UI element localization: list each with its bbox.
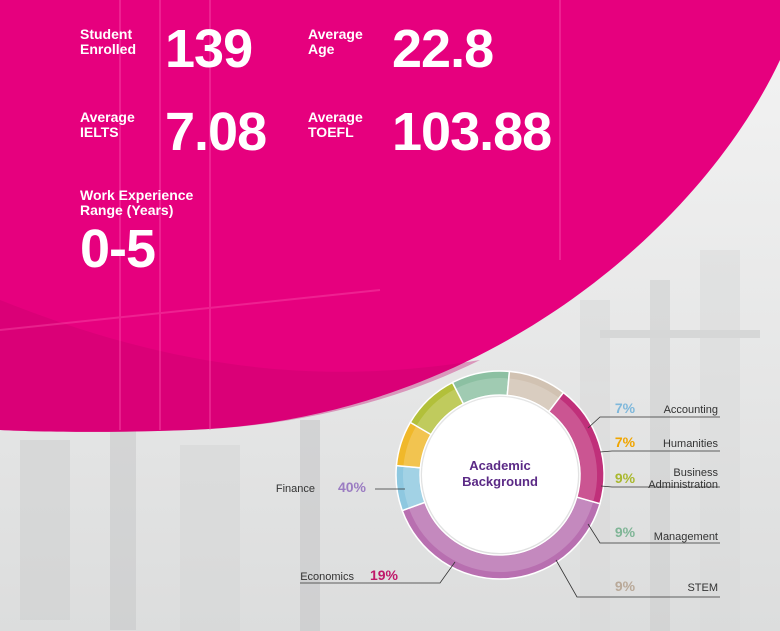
- pct-label-accounting: 7%: [615, 400, 636, 416]
- slice-highlight-stem: [507, 378, 559, 411]
- age-label: Average Age: [308, 26, 363, 57]
- experience-value: 0-5: [80, 219, 156, 279]
- category-label-business-administration-2: Administration: [648, 479, 718, 491]
- experience-label: Work Experience Range (Years): [80, 187, 194, 218]
- slice-economics: [547, 391, 605, 505]
- chart-title-line2: Background: [462, 474, 538, 489]
- category-label-finance: Finance: [276, 483, 315, 495]
- pct-label-finance: 40%: [338, 479, 367, 495]
- ielts-label: Average IELTS: [80, 109, 135, 140]
- leader-line-business-administration: [600, 485, 720, 488]
- donut-center: [422, 397, 578, 553]
- slice-highlight-management: [456, 378, 508, 403]
- ielts-value: 7.08: [165, 102, 267, 162]
- leader-line-economics: [300, 561, 456, 584]
- slice-highlight-finance: [409, 497, 594, 572]
- category-label-humanities: Humanities: [663, 438, 719, 450]
- students-label: Student Enrolled: [80, 26, 137, 57]
- age-value: 22.8: [392, 19, 494, 79]
- pct-label-stem: 9%: [615, 578, 636, 594]
- blurred-corridor: [20, 250, 760, 631]
- donut-ring: [395, 370, 605, 580]
- leader-line-humanities: [599, 450, 720, 453]
- slice-labels: 40% Finance 7% Accounting 7% Humanities 9% Busi…: [276, 400, 720, 598]
- slice-highlight-economics: [549, 398, 597, 501]
- pct-label-humanities: 7%: [615, 434, 636, 450]
- slice-highlight-business-administration: [416, 389, 463, 434]
- category-label-management: Management: [654, 531, 718, 543]
- category-label-accounting: Accounting: [664, 404, 718, 416]
- chart-title-line1: Academic: [469, 458, 530, 473]
- slice-highlight-accounting: [403, 467, 424, 508]
- toefl-label: Average TOEFL: [308, 109, 363, 140]
- banner-shade: [0, 300, 480, 432]
- toefl-value: 103.88: [392, 102, 552, 162]
- banner-window-lines: [0, 0, 561, 430]
- magenta-banner: [0, 0, 780, 432]
- category-label-economics: Economics: [300, 571, 354, 583]
- pct-label-economics: 19%: [370, 567, 399, 583]
- leader-line-management: [587, 523, 720, 544]
- pct-label-management: 9%: [615, 524, 636, 540]
- category-label-business-administration-1: Business: [673, 467, 718, 479]
- students-value: 139: [165, 19, 253, 79]
- leader-line-stem: [555, 559, 720, 598]
- category-label-stem: STEM: [687, 582, 718, 594]
- pct-label-business-administration: 9%: [615, 470, 636, 486]
- leader-line-accounting: [587, 416, 720, 429]
- slice-highlight-humanities: [403, 426, 430, 468]
